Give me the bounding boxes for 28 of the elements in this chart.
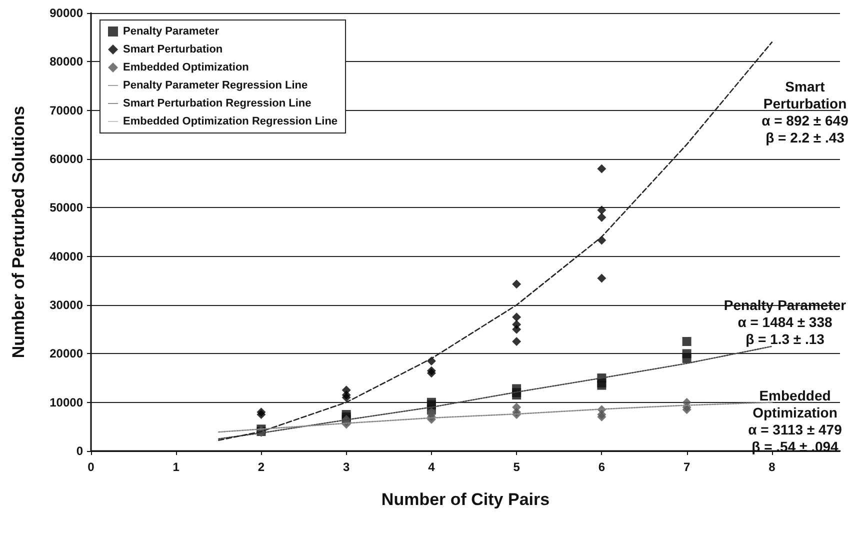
x-tick-label: 1 (172, 460, 180, 474)
x-tick-label: 3 (342, 460, 350, 474)
x-axis-title: Number of City Pairs (381, 490, 550, 509)
x-tick-label: 7 (683, 460, 690, 474)
y-tick-label: 70000 (50, 103, 84, 118)
y-tick-label: 30000 (50, 298, 84, 312)
y-tick-label: 90000 (50, 6, 84, 20)
annotation: Smart Perturbation α = 892 ± 649 β = 2.2 ± .43 (762, 78, 849, 146)
y-tick-label: 50000 (50, 200, 84, 215)
x-tick-label: 8 (768, 460, 776, 474)
x-tick-label: 2 (258, 460, 265, 474)
y-tick-label: 60000 (50, 152, 84, 166)
legend-label: Penalty Parameter (123, 26, 220, 38)
y-tick-label: 20000 (50, 346, 84, 361)
x-tick-label: 0 (88, 460, 95, 474)
y-tick-label: 80000 (50, 54, 84, 69)
y-axis-title: Number of Perturbed Solutions (9, 106, 28, 358)
x-tick-label: 5 (513, 460, 520, 474)
y-tick-label: 40000 (50, 249, 84, 264)
legend-label: Embedded Optimization Regression Line (123, 116, 338, 128)
x-tick-label: 4 (428, 460, 436, 474)
legend-label: Penalty Parameter Regression Line (123, 80, 308, 92)
y-tick-label: 10000 (50, 395, 84, 410)
legend-label: Embedded Optimization (123, 62, 250, 74)
legend-label: Smart Perturbation Regression Line (123, 98, 312, 110)
x-tick-label: 6 (598, 460, 606, 474)
legend-label: Smart Perturbation (123, 44, 223, 56)
y-tick-label: 0 (76, 444, 84, 458)
